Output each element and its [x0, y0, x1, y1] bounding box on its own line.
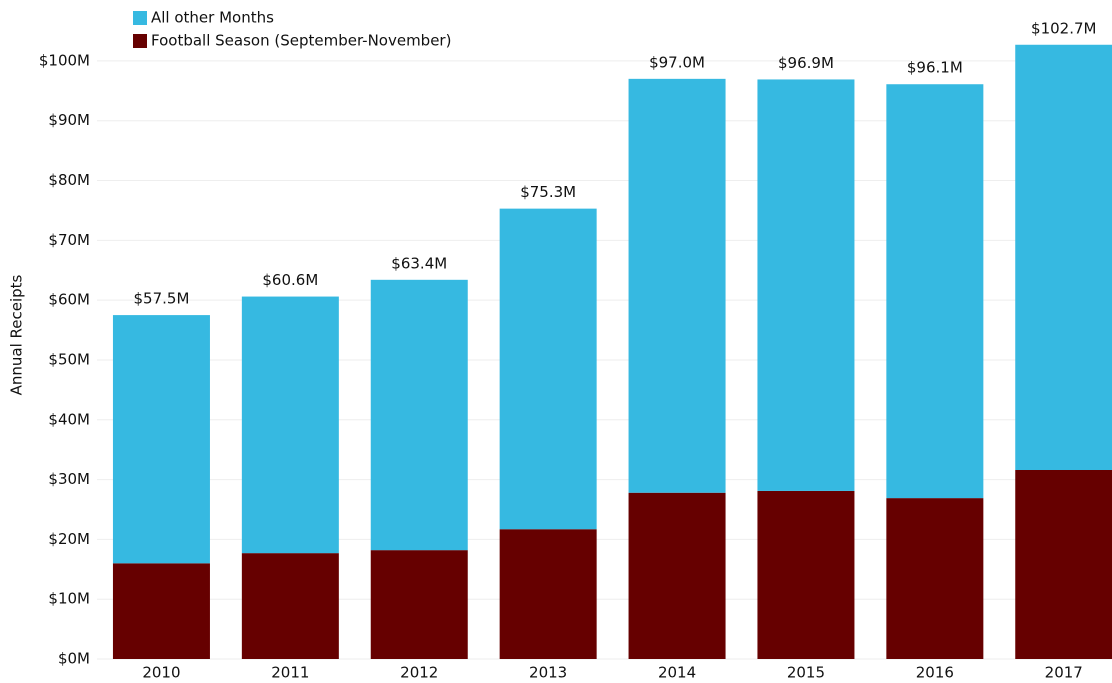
total-label: $96.1M — [907, 59, 963, 77]
y-tick-label: $60M — [48, 291, 90, 309]
total-label: $57.5M — [134, 290, 190, 308]
x-tick-label: 2017 — [1045, 664, 1083, 682]
bar-segment — [628, 78, 726, 493]
total-label: $63.4M — [391, 254, 447, 272]
y-tick-label: $30M — [48, 470, 90, 488]
x-tick-label: 2013 — [529, 664, 567, 682]
total-label: $75.3M — [520, 183, 576, 201]
y-tick-label: $100M — [39, 51, 90, 69]
bar-segment — [757, 490, 855, 659]
x-tick-label: 2011 — [271, 664, 309, 682]
y-tick-label: $20M — [48, 530, 90, 548]
bar-segment — [886, 84, 984, 499]
bar-segment — [112, 563, 210, 659]
total-label: $97.0M — [649, 53, 705, 71]
y-tick-label: $50M — [48, 350, 90, 368]
x-tick-label: 2010 — [142, 664, 180, 682]
total-label: $102.7M — [1031, 19, 1096, 37]
total-label: $60.6M — [262, 271, 318, 289]
y-tick-label: $80M — [48, 171, 90, 189]
legend-swatch — [133, 11, 147, 25]
y-axis-label: Annual Receipts — [8, 274, 26, 395]
bar-segment — [112, 315, 210, 564]
bar-segment — [757, 79, 855, 491]
x-tick-label: 2015 — [787, 664, 825, 682]
y-tick-label: $40M — [48, 410, 90, 428]
bar-segment — [241, 553, 339, 659]
bar-segment — [370, 550, 468, 659]
x-tick-label: 2012 — [400, 664, 438, 682]
bar-segment — [370, 279, 468, 551]
bar-segment — [1015, 44, 1112, 471]
total-label: $96.9M — [778, 54, 834, 72]
y-tick-label: $0M — [58, 650, 90, 668]
bar-segment — [499, 208, 597, 530]
x-tick-label: 2016 — [916, 664, 954, 682]
bar-segment — [1015, 470, 1112, 659]
y-tick-label: $90M — [48, 111, 90, 129]
x-tick-label: 2014 — [658, 664, 696, 682]
bar-segment — [886, 498, 984, 659]
legend-swatch — [133, 34, 147, 48]
bar-segment — [499, 529, 597, 659]
bar-segment — [241, 296, 339, 554]
y-tick-label: $10M — [48, 590, 90, 608]
bar-segment — [628, 492, 726, 659]
legend-label: Football Season (September-November) — [151, 32, 451, 50]
y-tick-label: $70M — [48, 231, 90, 249]
legend-label: All other Months — [151, 9, 274, 27]
